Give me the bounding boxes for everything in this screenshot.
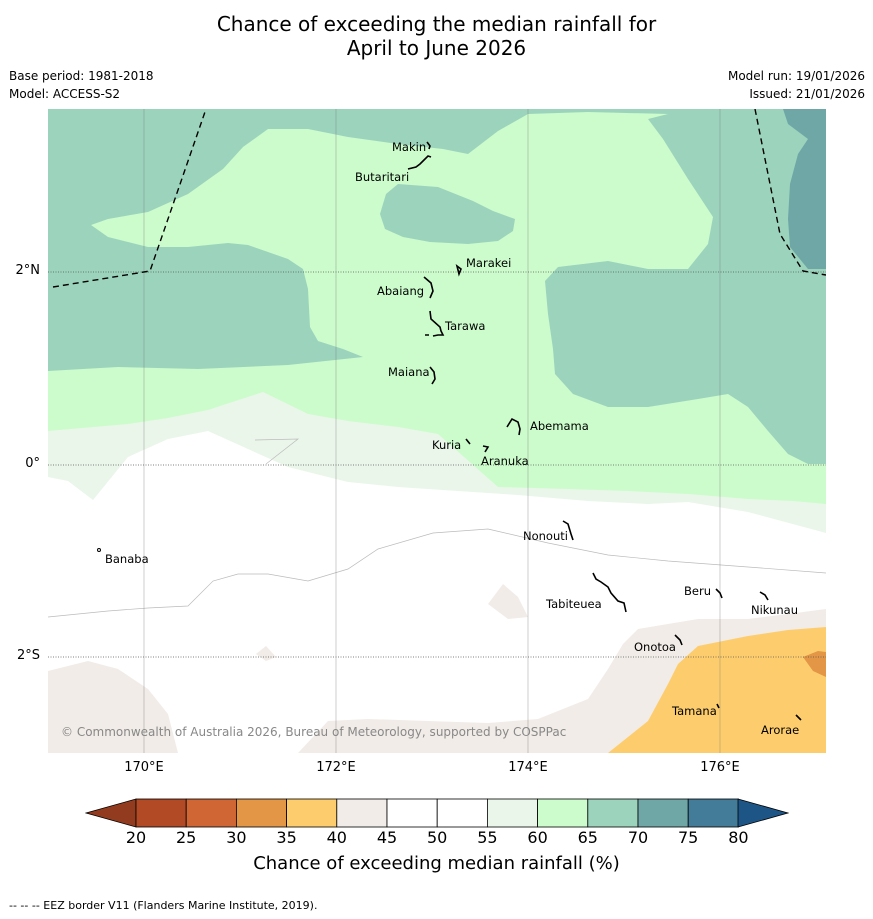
colorbar-tick: 40	[326, 828, 347, 847]
colorbar-cell	[687, 798, 739, 828]
place-label: Abemama	[530, 419, 589, 433]
place-label: Marakei	[466, 256, 511, 270]
lon-gridlines	[143, 109, 721, 753]
place-label: Tarawa	[444, 319, 485, 333]
meta-right: Model run: 19/01/2026 Issued: 21/01/2026	[728, 67, 865, 103]
colorbar-tick: 80	[728, 828, 749, 847]
region-65-70-east	[545, 109, 826, 464]
model-run: Model run: 19/01/2026	[727, 69, 865, 83]
place-label: Makin	[392, 140, 426, 154]
colorbar-tick: 50	[427, 828, 448, 847]
colorbar-under-arrow	[85, 798, 137, 828]
title-line-1: Chance of exceeding the median rainfall …	[216, 12, 657, 36]
colorbar-tick: 45	[376, 828, 398, 847]
lat-tick-2n: 2°N	[15, 263, 41, 278]
colorbar-cell	[185, 798, 237, 828]
region-65-70-north	[48, 109, 826, 371]
colorbar-tick: 70	[627, 828, 649, 847]
lon-tick-174e: 174°E	[508, 760, 548, 775]
place-label: Abaiang	[377, 284, 424, 298]
colorbar-cell	[286, 798, 338, 828]
rainfall-map: Makin Butaritari Marakei Abaiang Tarawa …	[48, 109, 826, 753]
region-70-75	[783, 109, 826, 269]
colorbar-over-arrow	[737, 798, 789, 828]
colorbar-cell	[637, 798, 689, 828]
region-40-45-west	[48, 661, 178, 753]
eez-border-west	[52, 109, 207, 288]
model-name: Model: ACCESS-S2	[9, 87, 121, 101]
colorbar	[85, 798, 789, 828]
colorbar-cell	[336, 798, 388, 828]
banaba-island	[97, 548, 101, 552]
place-label: Butaritari	[355, 170, 409, 184]
chart-title: Chance of exceeding the median rainfall …	[0, 12, 873, 60]
colorbar-tick: 65	[577, 828, 598, 847]
colorbar-cell	[135, 798, 187, 828]
place-label: Maiana	[388, 365, 430, 379]
colorbar-cell	[587, 798, 639, 828]
place-label: Nikunau	[751, 603, 798, 617]
issued-date: Issued: 21/01/2026	[749, 87, 865, 101]
colorbar-cell	[235, 798, 287, 828]
colorbar-tick: 60	[527, 828, 548, 847]
region-40-45-small	[488, 584, 528, 619]
place-label: Arorae	[761, 723, 799, 737]
region-30-35	[803, 651, 826, 677]
lon-tick-170e: 170°E	[124, 760, 164, 775]
region-65-70-island	[380, 184, 515, 244]
footer-note: -- -- -- EEZ border V11 (Flanders Marine…	[9, 899, 318, 912]
colorbar-tick: 30	[226, 828, 247, 847]
lat-tick-0: 0°	[25, 456, 40, 471]
region-35-40	[608, 627, 826, 753]
colorbar-tick: 25	[176, 828, 197, 847]
colorbar-cell	[386, 798, 438, 828]
place-label: Beru	[684, 584, 711, 598]
place-label: Aranuka	[481, 454, 529, 468]
base-period: Base period: 1981-2018	[9, 69, 154, 83]
colorbar-cell	[436, 798, 488, 828]
colorbar-tick: 20	[125, 828, 147, 847]
place-label: Tabiteuea	[545, 597, 602, 611]
copyright-text: © Commonwealth of Australia 2026, Bureau…	[61, 725, 566, 739]
lon-tick-176e: 176°E	[700, 760, 740, 775]
lat-tick-2s: 2°S	[16, 648, 40, 663]
place-label: Nonouti	[523, 529, 568, 543]
colorbar-tick: 35	[276, 828, 297, 847]
colorbar-tick: 55	[477, 828, 498, 847]
colorbar-cell	[537, 798, 589, 828]
place-label: Tamana	[671, 704, 717, 718]
meta-left: Base period: 1981-2018 Model: ACCESS-S2	[9, 67, 154, 103]
colorbar-label: Chance of exceeding median rainfall (%)	[253, 853, 620, 874]
place-label: Banaba	[105, 552, 149, 566]
lon-tick-172e: 172°E	[316, 760, 356, 775]
eez-border-east	[754, 109, 826, 276]
lat-gridlines	[48, 271, 826, 658]
colorbar-tick: 75	[678, 828, 699, 847]
colorbar-cell	[486, 798, 538, 828]
place-label: Onotoa	[634, 640, 676, 654]
islands	[407, 141, 802, 721]
place-label: Kuria	[432, 438, 461, 452]
title-line-2: April to June 2026	[346, 36, 527, 60]
